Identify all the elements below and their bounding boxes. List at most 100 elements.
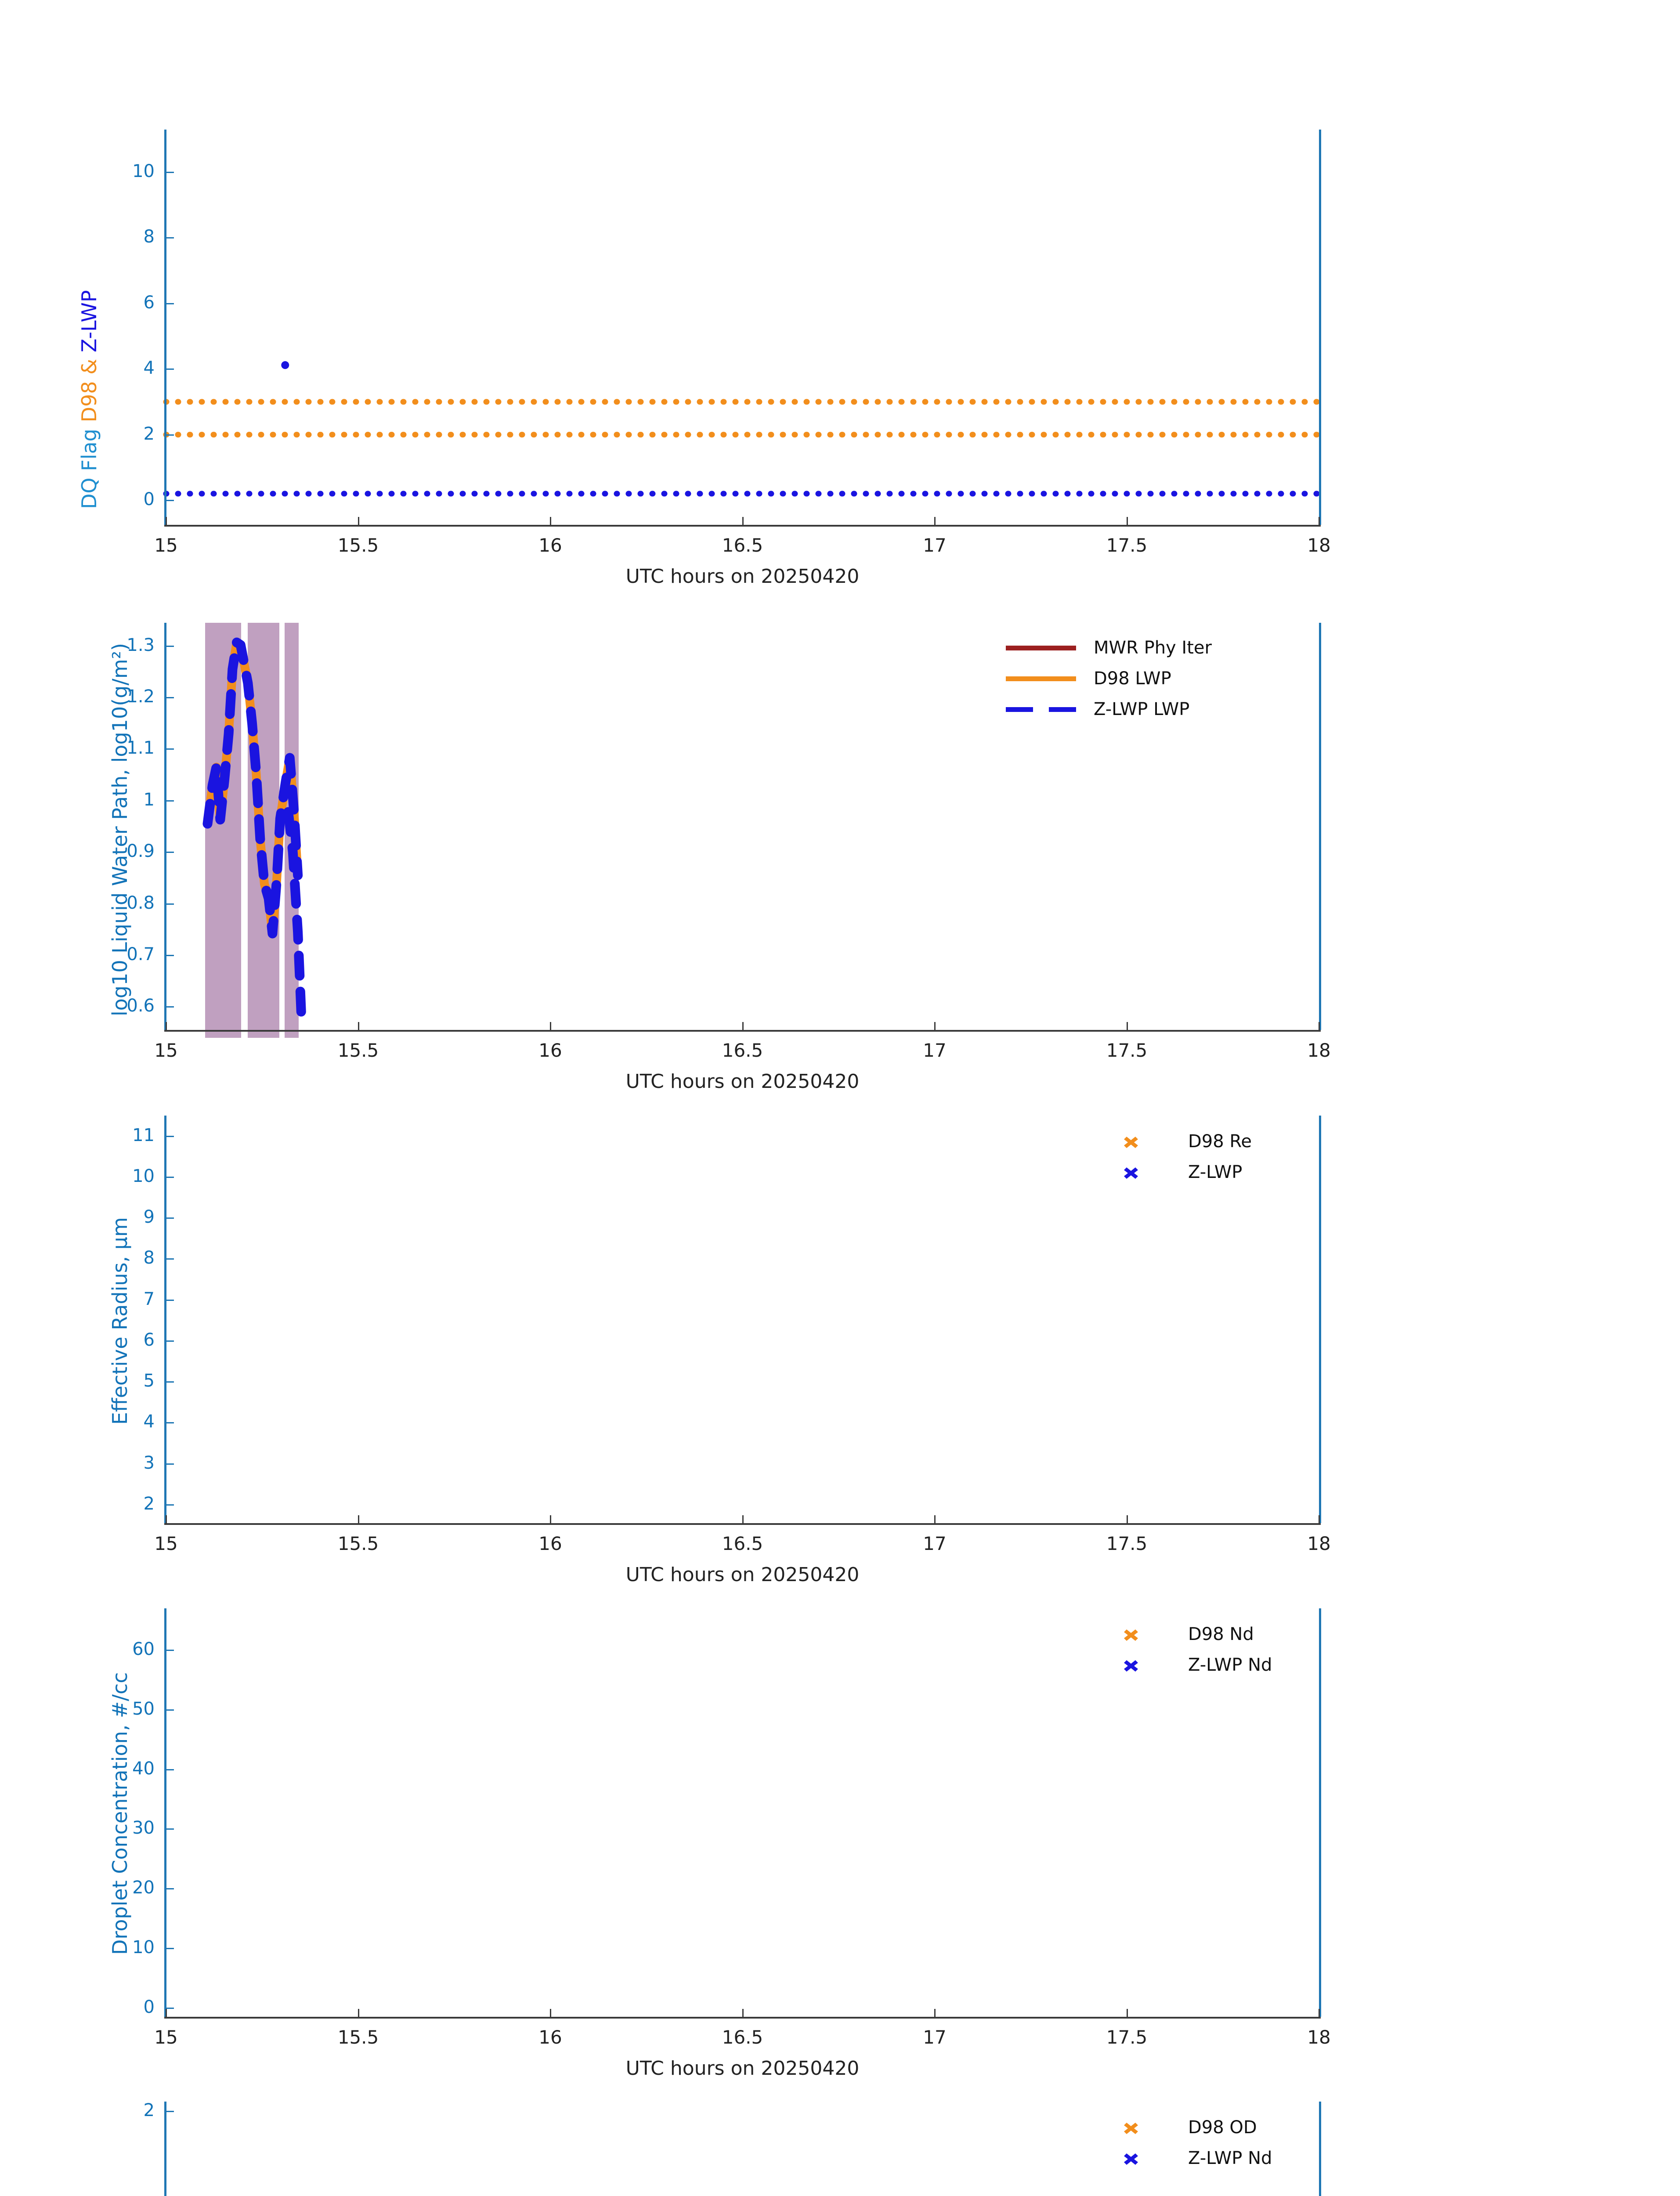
y-tick-label: 2	[143, 2100, 155, 2120]
x-tick-label: 18	[1307, 1040, 1331, 1061]
y-tick-mark	[164, 1504, 174, 1506]
y-tick-mark	[164, 645, 174, 647]
y-tick-label: 1	[143, 789, 155, 810]
x-tick-label: 15.5	[337, 1533, 379, 1554]
y-tick-mark	[164, 434, 174, 436]
y-tick-label: 2	[143, 1494, 155, 1514]
series-line	[202, 637, 303, 939]
legend-item-label: Z-LWP	[1188, 1162, 1243, 1182]
y-tick-mark	[164, 499, 174, 501]
legend-x-marker	[1124, 2151, 1138, 2166]
x-tick-label: 16.5	[722, 2026, 763, 2048]
legend-item-label: D98 LWP	[1094, 668, 1171, 689]
legend-item-label: D98 Re	[1188, 1131, 1252, 1152]
y-tick-mark	[164, 368, 174, 370]
y-tick-label: 4	[143, 358, 155, 379]
y-tick-mark	[164, 2110, 174, 2112]
y-tick-label: 30	[132, 1818, 155, 1838]
legend-x-marker	[1124, 1134, 1138, 1149]
y-tick-mark	[164, 852, 174, 853]
x-tick-label: 16	[538, 1040, 562, 1061]
y-tick-mark	[164, 1381, 174, 1383]
x-axis-spine	[164, 525, 1321, 527]
y-tick-label: 8	[143, 1248, 155, 1268]
x-tick-label: 16	[538, 535, 562, 556]
y-tick-mark	[164, 237, 174, 239]
legend-item-label: MWR Phy Iter	[1094, 638, 1212, 658]
y-tick-label: 8	[143, 227, 155, 247]
legend-x-marker	[1124, 2120, 1138, 2135]
y-tick-label: 4	[143, 1412, 155, 1432]
y-tick-label: 10	[132, 1937, 155, 1958]
x-tick-mark	[742, 2009, 744, 2018]
y-axis-spine	[164, 1608, 166, 2017]
x-axis-title: UTC hours on 20250420	[625, 1564, 860, 1586]
y-tick-label: 6	[143, 1329, 155, 1350]
x-tick-label: 16	[538, 1533, 562, 1554]
y-tick-label: 0	[143, 1997, 155, 2017]
right-axis-spine	[1319, 2102, 1321, 2196]
y-axis-spine	[164, 1116, 166, 1523]
y-tick-mark	[164, 954, 174, 956]
legend-item-label: Z-LWP LWP	[1094, 699, 1190, 719]
x-tick-mark	[550, 517, 551, 526]
x-tick-label: 17	[923, 535, 947, 556]
x-axis-title: UTC hours on 20250420	[625, 1070, 860, 1093]
y-tick-mark	[164, 1828, 174, 1830]
x-tick-label: 17.5	[1106, 1040, 1148, 1061]
y-tick-label: 60	[132, 1639, 155, 1660]
y-tick-mark	[164, 172, 174, 173]
x-tick-label: 15	[154, 1040, 178, 1061]
y-tick-mark	[164, 748, 174, 750]
y-tick-label: 6	[143, 292, 155, 313]
legend-item-label: D98 Nd	[1188, 1624, 1254, 1644]
x-tick-mark	[1126, 1515, 1128, 1524]
legend-item-label: Z-LWP Nd	[1188, 1655, 1272, 1675]
x-axis-spine	[164, 1523, 1321, 1525]
x-tick-label: 16.5	[722, 1533, 763, 1554]
y-tick-label: 10	[132, 161, 155, 182]
legend-item-label: D98 OD	[1188, 2117, 1257, 2138]
y-tick-label: 0.8	[126, 892, 155, 913]
y-axis-spine	[164, 2102, 166, 2196]
x-axis-spine	[164, 2017, 1321, 2019]
x-tick-mark	[166, 2009, 167, 2018]
y-tick-label: 11	[132, 1125, 155, 1145]
y-tick-label: 9	[143, 1207, 155, 1228]
data-point	[281, 361, 289, 369]
y-tick-mark	[164, 1888, 174, 1890]
y-tick-label: 10	[132, 1166, 155, 1186]
x-tick-label: 17.5	[1106, 2026, 1148, 2048]
y-tick-mark	[164, 1463, 174, 1465]
legend-x-marker	[1124, 1627, 1138, 1642]
right-axis-spine	[1319, 130, 1321, 525]
x-tick-mark	[1319, 2009, 1320, 2018]
y-tick-mark	[164, 1135, 174, 1137]
x-tick-mark	[358, 1022, 359, 1031]
y-tick-mark	[164, 1217, 174, 1219]
y-tick-mark	[164, 1006, 174, 1008]
x-tick-mark	[742, 1022, 744, 1031]
right-axis-spine	[1319, 1608, 1321, 2017]
y-tick-label: 1.1	[126, 738, 155, 758]
y-tick-mark	[164, 2007, 174, 2009]
legend-dashed-swatch	[1006, 707, 1076, 712]
x-tick-label: 17.5	[1106, 535, 1148, 556]
x-tick-mark	[166, 1515, 167, 1524]
y-tick-label: 1.3	[126, 635, 155, 655]
y-tick-mark	[164, 1709, 174, 1711]
right-axis-spine	[1319, 1116, 1321, 1523]
y-tick-mark	[164, 697, 174, 699]
x-tick-mark	[166, 1022, 167, 1031]
y-tick-label: 20	[132, 1878, 155, 1898]
y-tick-label: 0.9	[126, 841, 155, 862]
y-tick-mark	[164, 903, 174, 905]
x-tick-mark	[166, 517, 167, 526]
x-tick-label: 16	[538, 2026, 562, 2048]
